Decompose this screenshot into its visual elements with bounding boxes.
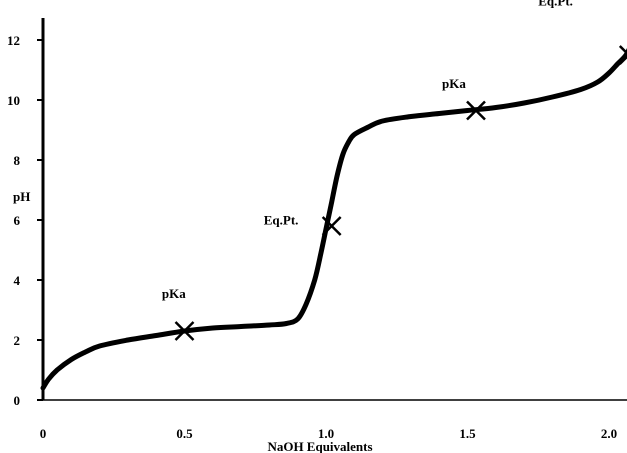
y-tick-label: 8 (14, 153, 21, 168)
y-tick-label: 2 (14, 333, 21, 348)
point-marker (174, 321, 195, 341)
annotation-label: Eq.Pt. (264, 213, 299, 228)
annotations: pKa Eq.Pt. pKa Eq.Pt. (162, 0, 573, 301)
x-tick-label: 1.0 (318, 426, 334, 441)
point-marker (618, 45, 627, 65)
y-tick-label: 0 (14, 393, 21, 408)
y-tick-label: 12 (7, 33, 20, 48)
annotation-label: pKa (442, 76, 466, 91)
annotation-label: Eq.Pt. (538, 0, 573, 9)
y-tick-label: 10 (7, 93, 20, 108)
x-axis-label: NaOH Equivalents (267, 439, 372, 453)
y-axis-label: pH (13, 189, 30, 204)
annotation-label: pKa (162, 286, 186, 301)
point-marker (321, 216, 342, 236)
x-tick-label: 0.5 (176, 426, 193, 441)
markers (174, 45, 627, 341)
x-ticks: 0 0.5 1.0 1.5 2.0 (40, 426, 617, 441)
x-tick-label: 2.0 (601, 426, 617, 441)
y-tick-label: 4 (14, 273, 21, 288)
y-ticks: 0 2 4 6 8 10 12 (7, 33, 43, 408)
x-tick-label: 0 (40, 426, 47, 441)
y-tick-label: 6 (14, 213, 21, 228)
x-tick-label: 1.5 (459, 426, 476, 441)
titration-curve (40, 48, 627, 391)
point-marker (466, 100, 486, 121)
